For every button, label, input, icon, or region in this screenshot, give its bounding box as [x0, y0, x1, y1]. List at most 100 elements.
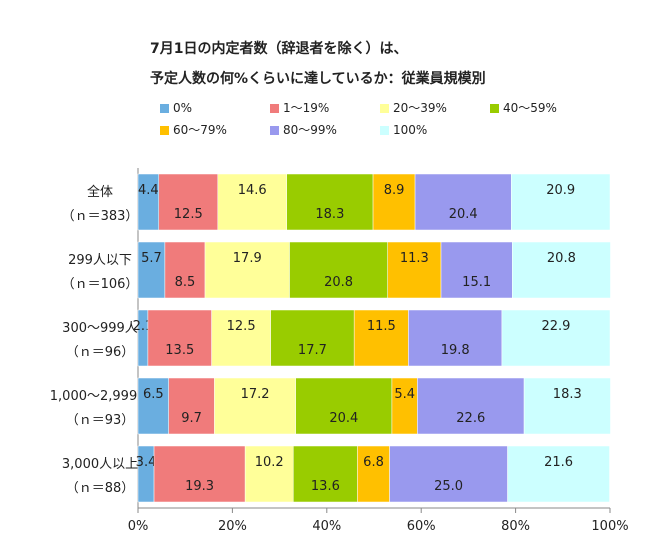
category-n-label: （ｎ＝93） — [66, 413, 135, 428]
legend-swatch — [270, 104, 279, 113]
chart-title-line-2: 予定人数の何%くらいに達しているか：従業員規模別 — [150, 71, 486, 87]
data-label: 20.8 — [324, 275, 353, 290]
data-label: 12.5 — [174, 207, 203, 222]
data-label: 19.8 — [441, 343, 470, 358]
data-label: 10.2 — [255, 455, 284, 470]
legend-item: 100% — [380, 119, 490, 141]
bar-segment — [293, 445, 358, 503]
data-label: 15.1 — [462, 275, 491, 290]
category-label: 300～999人 — [62, 321, 138, 336]
data-label: 17.7 — [298, 343, 327, 358]
legend-item: 60～79% — [160, 119, 270, 141]
data-label: 20.4 — [329, 411, 358, 426]
category-label: 299人以下 — [68, 253, 132, 268]
bar-segment — [511, 173, 611, 231]
data-label: 25.0 — [434, 479, 463, 494]
category-label: 1,000～2,999人 — [50, 389, 150, 404]
data-label: 19.3 — [185, 479, 214, 494]
bar-segment — [211, 309, 271, 367]
data-label: 14.6 — [238, 183, 267, 198]
bar-segment — [270, 309, 355, 367]
bar-segment — [217, 173, 287, 231]
data-label: 11.5 — [367, 319, 396, 334]
bar-segment — [512, 241, 611, 299]
legend-item: 20～39% — [380, 97, 490, 119]
data-label: 9.7 — [181, 411, 202, 426]
legend-label: 100% — [393, 123, 428, 137]
bar-segment — [507, 445, 610, 503]
bar-segment — [414, 173, 512, 231]
bar-segment — [440, 241, 513, 299]
bar-segment — [289, 241, 388, 299]
legend-label: 60～79% — [173, 123, 227, 137]
bar-segment — [501, 309, 611, 367]
category-n-label: （ｎ＝96） — [66, 345, 135, 360]
bar-segment — [153, 445, 246, 503]
data-label: 18.3 — [315, 207, 344, 222]
data-label: 21.6 — [544, 455, 573, 470]
legend-item: 40～59% — [490, 97, 600, 119]
bar-segment — [417, 377, 525, 435]
legend-swatch — [380, 126, 389, 135]
bar-segment — [387, 241, 442, 299]
bar-segment — [168, 377, 215, 435]
legend-item: 0% — [160, 97, 270, 119]
data-label: 4.4 — [138, 183, 159, 198]
legend-item: 80～99% — [270, 119, 380, 141]
data-label: 17.9 — [233, 251, 262, 266]
bar-segment — [244, 445, 294, 503]
legend-swatch — [160, 104, 169, 113]
bar-segment — [353, 309, 409, 367]
bar-segment — [214, 377, 296, 435]
bar-segment — [286, 173, 374, 231]
x-tick-label: 0% — [128, 519, 149, 534]
x-tick-label: 80% — [501, 519, 530, 534]
data-label: 3.4 — [136, 455, 157, 470]
bar-segment — [295, 377, 393, 435]
legend-swatch — [490, 104, 499, 113]
data-label: 20.4 — [449, 207, 478, 222]
category-n-label: （ｎ＝106） — [62, 277, 139, 292]
data-label: 22.6 — [456, 411, 485, 426]
x-tick-label: 20% — [218, 519, 247, 534]
data-label: 18.3 — [553, 387, 582, 402]
data-label: 17.2 — [241, 387, 270, 402]
legend-swatch — [160, 126, 169, 135]
category-n-label: （ｎ＝88） — [66, 481, 135, 496]
category-label: 3,000人以上 — [62, 457, 138, 472]
bar-segment — [357, 445, 390, 503]
x-tick-label: 60% — [407, 519, 436, 534]
data-label: 5.7 — [141, 251, 162, 266]
bar-segment — [523, 377, 611, 435]
bar-segment — [137, 241, 166, 299]
category-label: 全体 — [87, 184, 113, 200]
legend-item: 1～19% — [270, 97, 380, 119]
x-tick-label: 40% — [312, 519, 341, 534]
data-label: 12.5 — [227, 319, 256, 334]
data-label: 6.8 — [363, 455, 384, 470]
legend-label: 40～59% — [503, 101, 557, 115]
legend-label: 1～19% — [283, 101, 330, 115]
chart-title-line-1: 7月1日の内定者数（辞退者を除く）は、 — [150, 41, 408, 57]
data-label: 8.9 — [384, 183, 405, 198]
data-label: 13.5 — [165, 343, 194, 358]
data-label: 11.3 — [400, 251, 429, 266]
bar-segment — [137, 377, 169, 435]
bar-segment — [147, 309, 212, 367]
data-label: 20.8 — [547, 251, 576, 266]
data-label: 13.6 — [311, 479, 340, 494]
x-tick-label: 100% — [591, 519, 628, 534]
legend-label: 20～39% — [393, 101, 447, 115]
data-label: 6.5 — [143, 387, 164, 402]
legend-label: 0% — [173, 101, 193, 115]
legend-swatch — [380, 104, 389, 113]
bar-segment — [391, 377, 418, 435]
data-label: 20.9 — [546, 183, 575, 198]
bar-segment — [164, 241, 206, 299]
legend-label: 80～99% — [283, 123, 337, 137]
bar-segment — [158, 173, 219, 231]
data-label: 5.4 — [394, 387, 415, 402]
category-n-label: （ｎ＝383） — [62, 209, 139, 224]
bar-segment — [389, 445, 508, 503]
bar-segment — [408, 309, 503, 367]
